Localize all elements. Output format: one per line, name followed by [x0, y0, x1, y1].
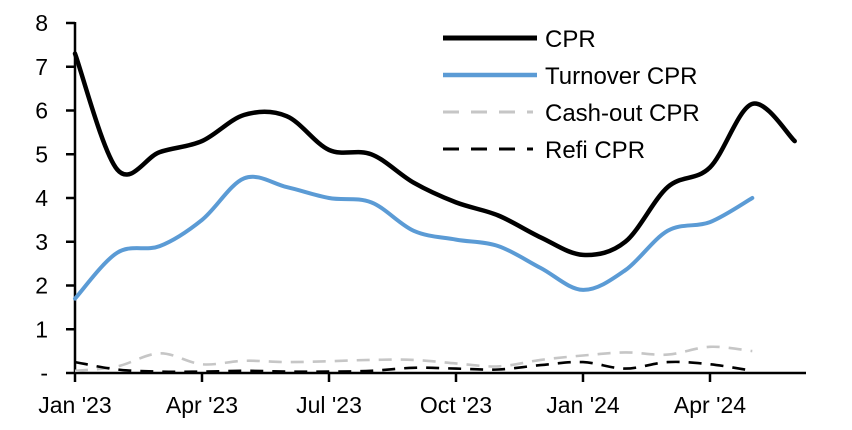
series-line-cpr	[72, 51, 797, 258]
x-tick-label: Jan '24	[546, 392, 620, 418]
x-tick-label: Apr '24	[674, 392, 746, 418]
x-tick-label: Jan '23	[38, 392, 111, 418]
legend-label-turnover-cpr: Turnover CPR	[545, 63, 697, 90]
legend-label-cpr: CPR	[545, 26, 596, 53]
y-tick-label: 8	[35, 10, 48, 36]
y-tick-label: 6	[35, 98, 48, 124]
legend-label-cash-out-cpr: Cash-out CPR	[545, 100, 700, 127]
y-tick-label: 3	[35, 229, 48, 255]
y-tick-label: 1	[35, 316, 48, 342]
x-tick-label: Jul '23	[296, 392, 362, 418]
y-tick-label: 7	[35, 54, 48, 80]
y-tick-label: -	[40, 360, 48, 386]
legend-label-refi-cpr: Refi CPR	[545, 137, 645, 164]
x-tick-label: Oct '23	[420, 392, 492, 418]
series-line-refi-cpr	[74, 360, 753, 374]
series-line-turnover-cpr	[73, 174, 755, 301]
series-line-cash-out-cpr	[74, 345, 753, 373]
y-tick-label: 2	[35, 273, 48, 299]
x-tick-label: Apr '23	[166, 392, 238, 418]
y-tick-label: 5	[35, 141, 48, 167]
y-tick-label: 4	[35, 185, 48, 211]
